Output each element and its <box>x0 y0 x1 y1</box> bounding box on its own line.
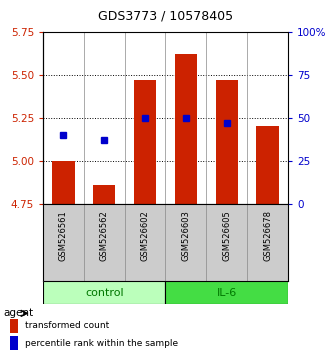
Bar <box>256 126 279 204</box>
Text: GSM526561: GSM526561 <box>59 210 68 261</box>
Bar <box>175 54 197 204</box>
Text: GDS3773 / 10578405: GDS3773 / 10578405 <box>98 10 233 22</box>
Bar <box>52 161 75 204</box>
FancyBboxPatch shape <box>166 281 288 304</box>
Text: GSM526562: GSM526562 <box>100 210 109 261</box>
Text: GSM526678: GSM526678 <box>263 210 272 261</box>
Bar <box>10 319 18 333</box>
Text: GSM526602: GSM526602 <box>141 210 150 261</box>
Bar <box>10 336 18 350</box>
Text: GSM526605: GSM526605 <box>222 210 231 261</box>
Bar <box>93 185 116 204</box>
Text: GSM526603: GSM526603 <box>181 210 190 261</box>
Bar <box>215 80 238 204</box>
FancyBboxPatch shape <box>43 281 166 304</box>
Text: control: control <box>85 288 123 298</box>
Text: IL-6: IL-6 <box>216 288 237 298</box>
Text: percentile rank within the sample: percentile rank within the sample <box>25 338 178 348</box>
Text: transformed count: transformed count <box>25 321 109 330</box>
Bar <box>134 80 156 204</box>
Text: agent: agent <box>3 308 33 318</box>
